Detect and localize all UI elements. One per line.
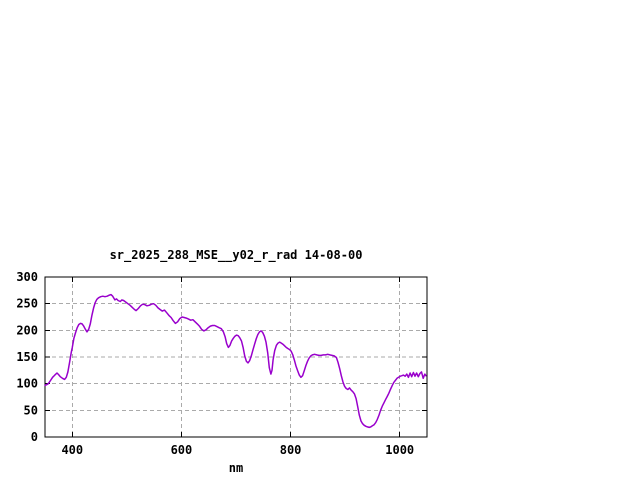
y-tick-label: 100: [16, 377, 38, 391]
data-curve: [44, 293, 427, 429]
y-tick-label: 50: [24, 403, 38, 417]
plot-border: [44, 276, 428, 438]
y-tick-label: 0: [31, 430, 38, 444]
chart-title: sr_2025_288_MSE__y02_r_rad 14-08-00: [109, 248, 363, 262]
y-tick-label: 200: [16, 323, 38, 337]
y-tick-label: 250: [16, 297, 38, 311]
x-tick-label: 400: [61, 443, 83, 457]
x-axis-label: nm: [228, 461, 244, 475]
y-tick-label: 150: [16, 350, 38, 364]
y-tick-label: 300: [16, 270, 38, 284]
x-tick-label: 800: [280, 443, 302, 457]
x-tick-label: 600: [171, 443, 193, 457]
x-tick-label: 1000: [385, 443, 414, 457]
